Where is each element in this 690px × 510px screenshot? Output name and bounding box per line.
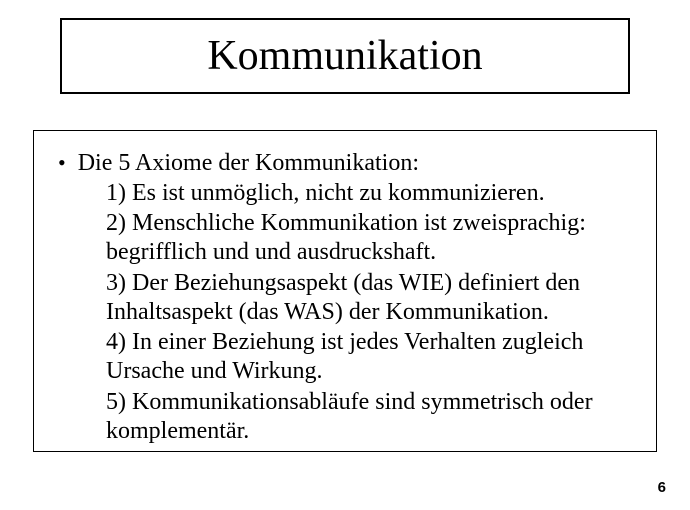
bullet-heading-line: • Die 5 Axiome der Kommunikation: [58, 149, 636, 178]
axiom-5: 5) Kommunikationsabläufe sind symmetrisc… [58, 388, 636, 447]
content-box: • Die 5 Axiome der Kommunikation: 1) Es … [33, 130, 657, 452]
axiom-3: 3) Der Beziehungsaspekt (das WIE) defini… [58, 269, 636, 328]
slide-title: Kommunikation [207, 32, 482, 80]
title-box: Kommunikation [60, 18, 630, 94]
page-number: 6 [658, 479, 666, 496]
axiom-2: 2) Menschliche Kommunikation ist zweispr… [58, 209, 636, 268]
axiom-1: 1) Es ist unmöglich, nicht zu kommunizie… [58, 179, 636, 208]
bullet-marker: • [58, 150, 66, 176]
axiom-4: 4) In einer Beziehung ist jedes Verhalte… [58, 328, 636, 387]
bullet-heading: Die 5 Axiome der Kommunikation: [78, 149, 419, 178]
